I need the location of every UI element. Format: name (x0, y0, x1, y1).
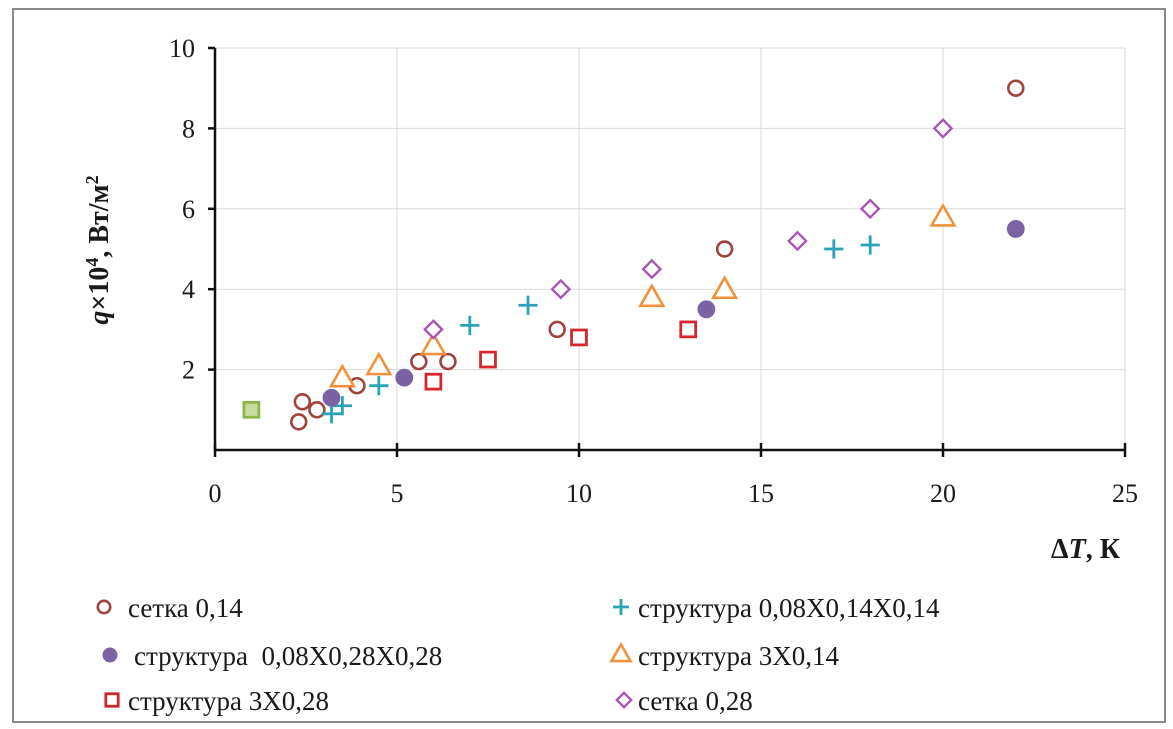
data-point-plus (369, 376, 389, 396)
x-tick-label: 10 (566, 479, 592, 508)
legend-label: структура 3Х0,14 (638, 641, 839, 671)
legend-item-struktura-008-028: структура 0,08Х0,28Х0,28 (102, 641, 442, 671)
legend-label: структура 0,08Х0,14Х0,14 (638, 593, 940, 623)
data-point-plus (332, 396, 352, 416)
data-point-plus (518, 295, 538, 315)
data-point-circle-filled (1006, 220, 1025, 238)
series-1 (321, 235, 880, 424)
legend-marker-plus (613, 599, 629, 615)
data-point-circle-filled (322, 388, 341, 407)
data-point-circle-filled (395, 368, 414, 387)
data-point-square-open (570, 328, 588, 347)
series-2 (322, 220, 1025, 407)
data-point-circle-filled (697, 300, 716, 319)
series-0 (289, 79, 1025, 431)
data-point-square-open (424, 372, 443, 391)
data-point-diamond-open (615, 691, 633, 709)
legend-item-setka-028: сетка 0,28 (615, 686, 753, 716)
data-point-circle-open (548, 320, 566, 339)
data-point-triangle-open (365, 351, 393, 376)
legend-label: сетка 0,14 (128, 593, 243, 623)
x-tick-label: 5 (391, 479, 404, 508)
data-point-plus (824, 239, 844, 259)
series-4 (424, 320, 698, 391)
data-point-circle-open (410, 352, 428, 371)
legend-item-setka-014: сетка 0,14 (96, 593, 243, 623)
axes (208, 46, 1127, 457)
legend-label: сетка 0,28 (638, 686, 753, 716)
grid-lines (215, 47, 1126, 450)
data-point-plus (321, 404, 342, 424)
data-point-diamond-open (641, 258, 663, 280)
data-point-circle-open (1007, 79, 1025, 97)
legend-item-struktura-3-028: структура 3Х0,28 (104, 686, 329, 716)
legend-marker-triangle-open (609, 641, 633, 663)
data-point-square-open (479, 350, 497, 369)
data-point-diamond-open (550, 278, 572, 300)
data-point-square-green (242, 400, 261, 419)
data-point-circle-open (715, 240, 734, 258)
data-point-triangle-open (710, 275, 739, 300)
legend-marker-square-open (104, 692, 120, 708)
data-point-circle-open (439, 352, 457, 371)
legend-label: структура 3Х0,28 (128, 686, 329, 716)
legend-marker-diamond-open (615, 691, 633, 709)
y-tick-label: 6 (182, 195, 195, 224)
data-point-circle-open (293, 393, 312, 411)
data-point-plus (860, 235, 880, 255)
x-tick-label: 20 (930, 479, 956, 508)
data-point-plus (613, 599, 629, 615)
legend-marker-circle-filled (102, 647, 118, 663)
series-5 (423, 118, 954, 340)
data-point-triangle-open (419, 331, 448, 356)
x-tick-label: 25 (1112, 479, 1138, 508)
data-point-circle-open (308, 401, 326, 419)
data-point-triangle-open (609, 641, 633, 663)
data-point-diamond-open (787, 230, 808, 252)
y-tick-label: 10 (169, 34, 195, 63)
y-axis-title: q×104, Вт/м2 (82, 175, 115, 324)
tick-labels: 0 5 10 15 20 25 2 4 6 8 10 (169, 34, 1138, 508)
data-point-circle-open (96, 599, 112, 615)
x-tick-label: 15 (748, 479, 774, 508)
y-tick-label: 4 (182, 275, 195, 304)
data-point-circle-open (289, 413, 308, 431)
data-point-plus (460, 315, 480, 335)
y-tick-label: 8 (182, 114, 195, 143)
series-3 (328, 202, 957, 388)
data-point-diamond-open (932, 118, 954, 139)
data-points (242, 79, 1025, 431)
chart-frame (12, 8, 1166, 723)
legend-marker-circle-open (96, 599, 112, 615)
legend: сетка 0,14 структура 0,08Х0,14Х0,14 стру… (96, 593, 940, 716)
data-point-diamond-open (859, 198, 881, 220)
data-point-diamond-open (423, 319, 444, 340)
legend-item-struktura-3-014: структура 3Х0,14 (609, 641, 839, 671)
y-tick-label: 2 (182, 356, 195, 385)
legend-item-struktura-008-014: структура 0,08Х0,14Х0,14 (613, 593, 940, 623)
data-point-circle-filled (102, 647, 118, 663)
legend-label: структура 0,08Х0,28Х0,28 (134, 641, 442, 671)
x-axis-title: ΔT, К (1051, 534, 1121, 565)
data-point-triangle-open (328, 363, 357, 388)
data-point-triangle-open (929, 202, 957, 227)
x-tick-label: 0 (209, 479, 222, 508)
series-6 (242, 400, 261, 419)
data-point-triangle-open (638, 283, 666, 308)
data-point-square-open (679, 320, 698, 339)
data-point-square-open (104, 692, 120, 708)
